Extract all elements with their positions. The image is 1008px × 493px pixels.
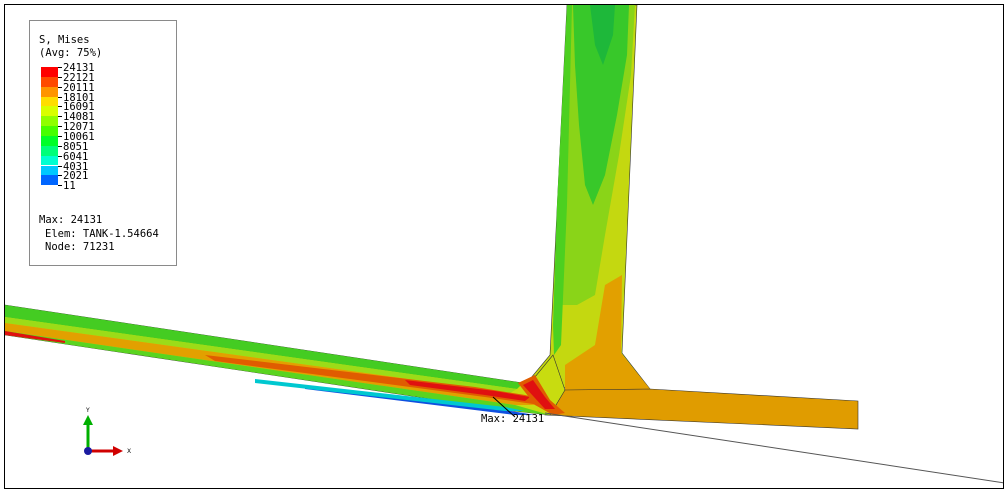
legend-title: S, Mises (39, 34, 90, 46)
column-orange-zone (565, 275, 650, 390)
legend-tick (58, 155, 62, 157)
axis-triad: Y X (83, 407, 131, 456)
legend-tick (58, 86, 62, 88)
legend-swatch (41, 106, 58, 117)
legend-swatch (41, 76, 58, 87)
legend-swatch (41, 175, 58, 186)
triad-y-arrow (83, 415, 93, 425)
stress-contour-model (5, 5, 1003, 484)
legend-value: 10061 (63, 130, 95, 143)
legend-tick (58, 116, 62, 118)
legend-node: Node: 71231 (45, 241, 115, 253)
legend-value: 8051 (63, 140, 89, 153)
max-leader-line (492, 396, 516, 418)
model-viewport[interactable]: Max: 24131 S, Mises (Avg: 75%) 24131 2212… (4, 4, 1004, 489)
legend-tick (58, 96, 62, 98)
left-end-red-streak (5, 331, 65, 343)
legend-value: 12071 (63, 121, 95, 134)
legend-swatch (41, 116, 58, 127)
column-core-green-zone (590, 5, 615, 65)
legend-value: 22121 (63, 71, 95, 84)
legend-value: 18101 (63, 91, 95, 104)
legend-tick (58, 145, 62, 147)
legend-tick (58, 175, 62, 177)
triad-y-label: Y (85, 407, 90, 414)
left-plate-cyan-edge (255, 379, 525, 411)
triad-x-label: X (127, 448, 131, 455)
right-plate (544, 388, 859, 430)
legend-value: 14081 (63, 111, 95, 124)
legend-swatch (41, 135, 58, 146)
legend-tick (58, 76, 62, 78)
legend-elem: Elem: TANK-1.54664 (45, 228, 159, 240)
reference-line (544, 412, 1003, 484)
legend-tick (58, 67, 62, 68)
left-plate-max-zone (405, 380, 530, 401)
legend-swatch (41, 96, 58, 107)
legend-value: 16091 (63, 101, 95, 114)
legend-swatch (41, 86, 58, 97)
left-plate-green-top (5, 305, 523, 389)
triad-x-arrow (113, 446, 123, 456)
legend-tick (58, 106, 62, 108)
legend-swatch (41, 145, 58, 156)
legend-value: 11 (63, 180, 76, 193)
legend-value: 20111 (63, 81, 95, 94)
legend-value: 4031 (63, 160, 89, 173)
legend-value: 2021 (63, 170, 89, 183)
legend-value: 6041 (63, 150, 89, 163)
column-deep-green-zone (573, 5, 629, 205)
legend-tick (58, 135, 62, 137)
stress-legend: S, Mises (Avg: 75%) 24131 22121 20111 18101… (29, 20, 177, 266)
triad-origin (84, 447, 92, 455)
legend-subtitle: (Avg: 75%) (39, 47, 103, 59)
legend-max: Max: 24131 (39, 214, 103, 226)
legend-tick (58, 126, 62, 128)
left-plate-lower-green (5, 331, 550, 415)
legend-swatch (41, 165, 58, 176)
legend-value: 24131 (63, 62, 95, 74)
legend-tick (58, 165, 62, 167)
legend-tick (58, 185, 62, 187)
junction-red-core (523, 380, 555, 409)
column-left-green-edge (553, 5, 572, 355)
max-annotation: Max: 24131 (481, 413, 545, 425)
legend-swatch (41, 155, 58, 166)
legend-swatch (41, 67, 58, 77)
left-plate-light-green (5, 317, 517, 393)
left-plate-red-band (205, 355, 545, 405)
legend-swatch (41, 126, 58, 136)
